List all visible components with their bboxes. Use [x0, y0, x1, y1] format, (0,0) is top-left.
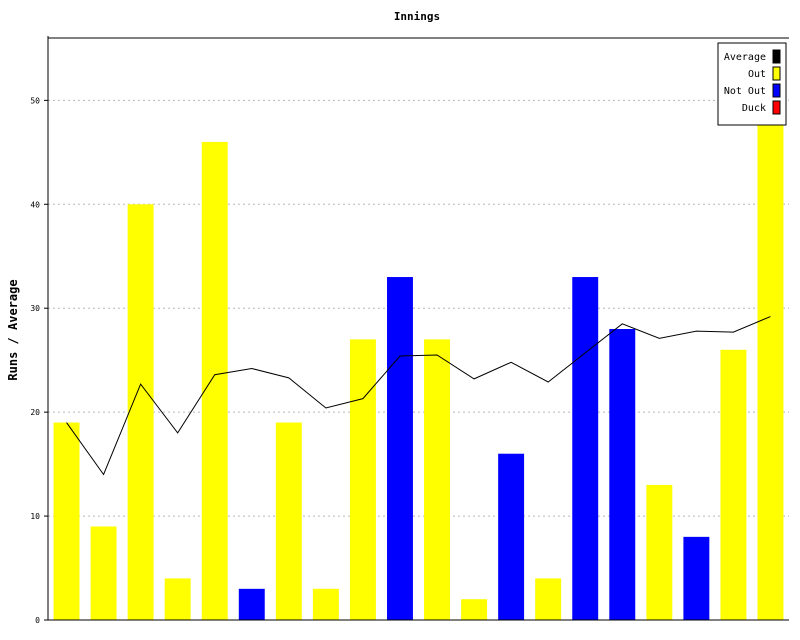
legend-swatch	[772, 49, 781, 64]
legend: Average Out Not Out Duck	[717, 42, 787, 126]
bar-5	[201, 141, 228, 620]
bar-19	[720, 349, 747, 620]
legend-swatch	[772, 66, 781, 81]
bar-6	[238, 588, 265, 620]
gridlines	[48, 37, 789, 517]
y-axis-label: Runs / Average	[6, 279, 20, 380]
y-tick-label: 20	[30, 408, 40, 417]
bar-14	[535, 578, 562, 620]
bar-2	[90, 526, 117, 620]
bar-20	[757, 121, 784, 621]
bar-12	[461, 599, 488, 620]
legend-label: Average	[724, 52, 766, 63]
bar-17	[646, 484, 673, 620]
bar-13	[498, 453, 525, 620]
legend-swatch	[772, 100, 781, 115]
bar-15	[572, 277, 599, 620]
bar-3	[127, 204, 154, 621]
y-tick-label: 30	[30, 304, 40, 313]
bar-4	[164, 578, 191, 620]
legend-label: Duck	[742, 103, 766, 114]
average-line	[66, 316, 771, 476]
legend-label: Not Out	[724, 86, 766, 97]
y-tick-label: 10	[30, 512, 40, 521]
bar-1	[53, 422, 80, 620]
bar-10	[387, 277, 413, 620]
bar-7	[275, 422, 302, 620]
y-tick-label: 40	[30, 200, 40, 209]
chart-title: Innings	[394, 10, 440, 23]
bar-18	[683, 536, 710, 620]
y-ticks: 0 10 20 30 40 50	[30, 96, 48, 625]
legend-label: Out	[748, 69, 766, 80]
legend-swatch	[772, 83, 781, 98]
bar-11	[424, 339, 450, 620]
y-tick-label: 0	[35, 616, 40, 625]
y-tick-label: 50	[30, 96, 40, 105]
bar-series	[53, 121, 784, 621]
bar-8	[312, 588, 339, 620]
bar-16	[609, 329, 636, 620]
bar-9	[349, 339, 376, 620]
